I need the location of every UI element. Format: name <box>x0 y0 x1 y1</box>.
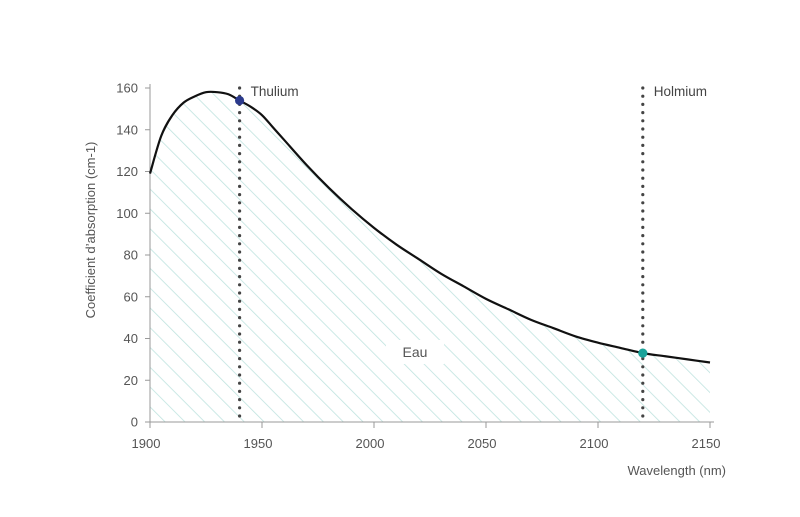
x-tick-label: 1900 <box>132 436 161 451</box>
y-axis-title: Coefficient d’absorption (cm-1) <box>83 142 98 319</box>
x-axis: 1900 1950 2000 2050 2100 2150 <box>132 421 721 451</box>
y-axis: 0 20 40 60 80 100 120 140 160 <box>116 81 151 430</box>
x-tick-label: 2100 <box>580 436 609 451</box>
y-tick-label: 100 <box>116 206 138 221</box>
water-absorption-line <box>148 90 711 364</box>
holmium-point <box>638 348 648 358</box>
y-tick-label: 160 <box>116 81 138 96</box>
thulium-point <box>235 95 245 106</box>
x-tick-label: 1950 <box>244 436 273 451</box>
y-tick-label: 80 <box>124 248 138 263</box>
series-label-group: Eau <box>386 340 444 364</box>
y-tick-label: 0 <box>131 415 138 430</box>
y-tick-label: 140 <box>116 122 138 137</box>
holmium-label: Holmium <box>654 84 707 99</box>
x-axis-title: Wavelength (nm) <box>628 463 727 478</box>
water-area-fill <box>150 91 710 423</box>
series-label: Eau <box>403 344 428 360</box>
y-tick-label: 120 <box>116 164 138 179</box>
x-tick-label: 2000 <box>356 436 385 451</box>
y-tick-label: 60 <box>124 289 138 304</box>
y-tick-label: 20 <box>124 373 138 388</box>
x-tick-label: 2150 <box>692 436 721 451</box>
series-label-background <box>386 340 444 364</box>
y-tick-label: 40 <box>124 331 138 346</box>
x-tick-label: 2050 <box>468 436 497 451</box>
thulium-label: Thulium <box>251 84 299 99</box>
